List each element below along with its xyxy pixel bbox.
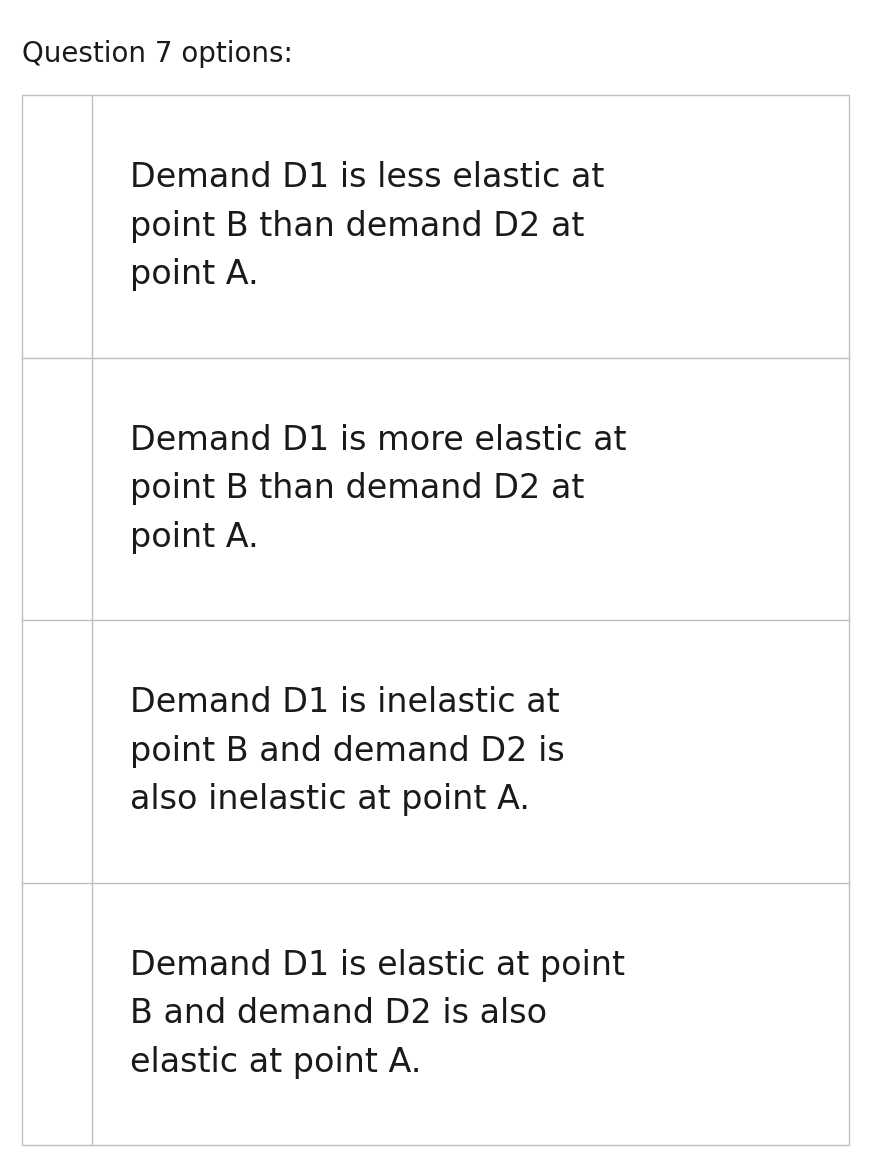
Text: Demand D1 is inelastic at
point B and demand D2 is
also inelastic at point A.: Demand D1 is inelastic at point B and de… — [130, 686, 564, 816]
Text: Demand D1 is more elastic at
point B than demand D2 at
point A.: Demand D1 is more elastic at point B tha… — [130, 424, 626, 554]
Text: Demand D1 is less elastic at
point B than demand D2 at
point A.: Demand D1 is less elastic at point B tha… — [130, 161, 604, 291]
Text: Question 7 options:: Question 7 options: — [22, 41, 293, 68]
Text: Demand D1 is elastic at point
B and demand D2 is also
elastic at point A.: Demand D1 is elastic at point B and dema… — [130, 949, 625, 1079]
